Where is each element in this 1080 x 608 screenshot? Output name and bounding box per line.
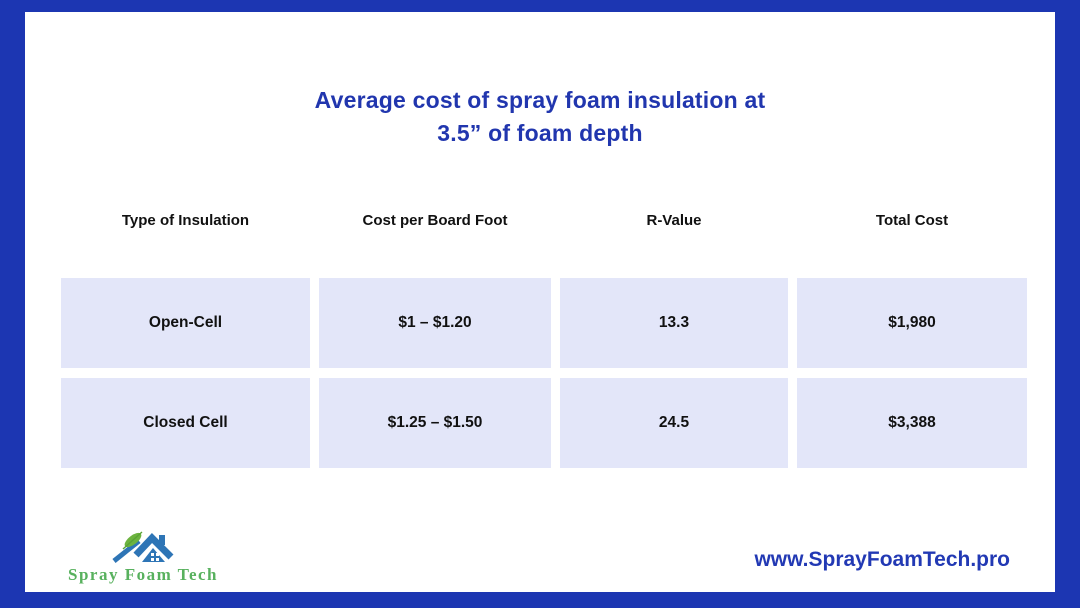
cell-open-cell-type: Open-Cell: [61, 278, 310, 368]
cell-open-cell-cost: $1 – $1.20: [319, 278, 551, 368]
cell-open-cell-total: $1,980: [797, 278, 1027, 368]
column-header-total-cost: Total Cost: [875, 212, 949, 229]
page-title: Average cost of spray foam insulation at…: [25, 84, 1055, 150]
column-header-cost-per-board-foot: Cost per Board Foot: [362, 212, 508, 229]
cell-closed-cell-type: Closed Cell: [61, 378, 310, 468]
column-header-r-value: R-Value: [646, 212, 702, 229]
page-title-line1: Average cost of spray foam insulation at: [314, 87, 766, 113]
website-link[interactable]: www.SprayFoamTech.pro: [754, 548, 1010, 571]
spray-foam-tech-logo: Spray Foam Tech: [43, 530, 243, 585]
logo-text: Spray Foam Tech: [67, 565, 219, 584]
cell-closed-cell-cost: $1.25 – $1.50: [319, 378, 551, 468]
cell-closed-cell-rvalue: 24.5: [560, 378, 788, 468]
column-header-type: Type of Insulation: [121, 212, 250, 229]
table-header-row: Type of Insulation Cost per Board Foot R…: [61, 212, 1027, 229]
table-body: Open-Cell $1 – $1.20 13.3 $1,980 Closed …: [61, 278, 1027, 468]
cell-open-cell-rvalue: 13.3: [560, 278, 788, 368]
page-title-line2: 3.5” of foam depth: [437, 120, 643, 146]
house-leaf-icon: [112, 531, 174, 563]
content-card: Average cost of spray foam insulation at…: [25, 12, 1055, 592]
cell-closed-cell-total: $3,388: [797, 378, 1027, 468]
